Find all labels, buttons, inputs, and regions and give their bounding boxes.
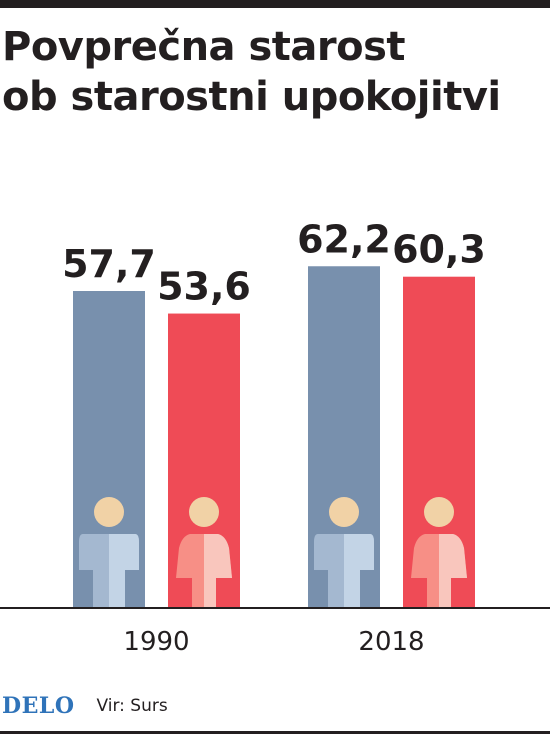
x-tick-label-2018: 2018 <box>358 627 424 657</box>
data-label-men-1990: 57,7 <box>62 242 156 286</box>
data-label-women-2018: 60,3 <box>392 228 486 272</box>
delo-logo: DELO <box>2 693 75 719</box>
bottom-rule <box>0 731 550 734</box>
man-icon-head <box>329 497 359 527</box>
man-icon-body-highlight <box>344 534 374 608</box>
man-icon-body-highlight <box>109 534 139 608</box>
data-label-men-2018: 62,2 <box>297 217 391 261</box>
source-note: Vir: Surs <box>96 696 168 716</box>
woman-icon-body-highlight <box>439 534 467 608</box>
data-label-women-1990: 53,6 <box>157 265 251 309</box>
footer: DELO Vir: Surs <box>0 690 550 722</box>
x-tick-label-1990: 1990 <box>123 627 189 657</box>
man-icon-head <box>94 497 124 527</box>
woman-icon-body-highlight <box>204 534 232 608</box>
woman-icon-head <box>189 497 219 527</box>
chart-title-line-1: Povprečna starost <box>2 24 406 70</box>
top-rule <box>0 0 550 8</box>
woman-icon-head <box>424 497 454 527</box>
chart-title-line-2: ob starostni upokojitvi <box>2 74 501 120</box>
chart-title: Povprečna starost ob starostni upokojitv… <box>2 22 548 122</box>
